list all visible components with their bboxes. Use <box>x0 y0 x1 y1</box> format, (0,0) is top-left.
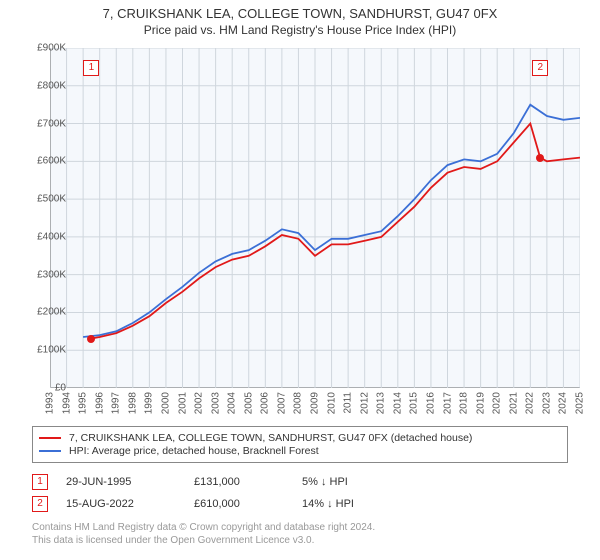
footnote-line: Contains HM Land Registry data © Crown c… <box>32 522 568 535</box>
x-tick-label: 2012 <box>359 392 370 414</box>
x-tick-label: 2003 <box>210 392 221 414</box>
x-tick-label: 1999 <box>144 392 155 414</box>
legend-label: 7, CRUIKSHANK LEA, COLLEGE TOWN, SANDHUR… <box>69 432 472 444</box>
x-tick-label: 1994 <box>61 392 72 414</box>
x-tick-label: 1993 <box>45 392 56 414</box>
y-tick-label: £400K <box>22 231 66 242</box>
marker-dot <box>536 154 544 162</box>
x-tick-label: 2017 <box>442 392 453 414</box>
x-tick-label: 2015 <box>409 392 420 414</box>
x-tick-label: 1995 <box>78 392 89 414</box>
x-tick-label: 2016 <box>425 392 436 414</box>
x-tick-label: 2010 <box>326 392 337 414</box>
y-tick-label: £300K <box>22 269 66 280</box>
transaction-price: £610,000 <box>194 498 284 510</box>
x-tick-label: 2024 <box>558 392 569 414</box>
x-tick-label: 2004 <box>227 392 238 414</box>
x-tick-label: 2006 <box>260 392 271 414</box>
footnote: Contains HM Land Registry data © Crown c… <box>32 522 568 547</box>
transactions-table: 1 29-JUN-1995 £131,000 5% ↓ HPI 2 15-AUG… <box>32 468 568 518</box>
x-tick-label: 1996 <box>94 392 105 414</box>
x-tick-label: 1998 <box>127 392 138 414</box>
y-tick-label: £500K <box>22 194 66 205</box>
transaction-diff: 5% ↓ HPI <box>302 476 402 488</box>
x-tick-label: 2002 <box>194 392 205 414</box>
y-tick-label: £900K <box>22 43 66 54</box>
x-tick-label: 2020 <box>492 392 503 414</box>
x-tick-label: 2007 <box>276 392 287 414</box>
table-row: 1 29-JUN-1995 £131,000 5% ↓ HPI <box>32 474 568 490</box>
transaction-date: 15-AUG-2022 <box>66 498 176 510</box>
x-tick-label: 2001 <box>177 392 188 414</box>
x-tick-label: 2021 <box>508 392 519 414</box>
legend-swatch <box>39 437 61 439</box>
x-tick-label: 2005 <box>243 392 254 414</box>
transaction-index-badge: 1 <box>32 474 48 490</box>
page-subtitle: Price paid vs. HM Land Registry's House … <box>0 23 600 37</box>
marker-index-badge: 1 <box>83 60 99 76</box>
legend-label: HPI: Average price, detached house, Brac… <box>69 445 319 457</box>
x-tick-label: 2000 <box>160 392 171 414</box>
x-tick-label: 2022 <box>525 392 536 414</box>
x-tick-label: 1997 <box>111 392 122 414</box>
page-title: 7, CRUIKSHANK LEA, COLLEGE TOWN, SANDHUR… <box>0 6 600 21</box>
price-chart <box>50 48 580 388</box>
x-tick-label: 2011 <box>343 392 354 414</box>
x-tick-label: 2008 <box>293 392 304 414</box>
transaction-price: £131,000 <box>194 476 284 488</box>
legend: 7, CRUIKSHANK LEA, COLLEGE TOWN, SANDHUR… <box>32 426 568 463</box>
y-tick-label: £100K <box>22 345 66 356</box>
legend-item-price-paid: 7, CRUIKSHANK LEA, COLLEGE TOWN, SANDHUR… <box>39 432 561 444</box>
transaction-diff: 14% ↓ HPI <box>302 498 402 510</box>
marker-dot <box>87 335 95 343</box>
transaction-date: 29-JUN-1995 <box>66 476 176 488</box>
y-tick-label: £800K <box>22 80 66 91</box>
transaction-index-badge: 2 <box>32 496 48 512</box>
x-tick-label: 2009 <box>310 392 321 414</box>
footnote-line: This data is licensed under the Open Gov… <box>32 535 568 548</box>
x-tick-label: 2018 <box>459 392 470 414</box>
chart-svg <box>50 48 580 388</box>
y-tick-label: £200K <box>22 307 66 318</box>
vertical-gridlines <box>50 48 580 388</box>
table-row: 2 15-AUG-2022 £610,000 14% ↓ HPI <box>32 496 568 512</box>
x-tick-label: 2014 <box>392 392 403 414</box>
series-price-paid <box>91 124 580 339</box>
y-tick-label: £700K <box>22 118 66 129</box>
x-tick-label: 2023 <box>541 392 552 414</box>
y-tick-label: £600K <box>22 156 66 167</box>
legend-item-hpi: HPI: Average price, detached house, Brac… <box>39 445 561 457</box>
legend-swatch <box>39 450 61 452</box>
x-tick-label: 2019 <box>475 392 486 414</box>
marker-index-badge: 2 <box>532 60 548 76</box>
x-tick-label: 2025 <box>575 392 586 414</box>
x-tick-label: 2013 <box>376 392 387 414</box>
